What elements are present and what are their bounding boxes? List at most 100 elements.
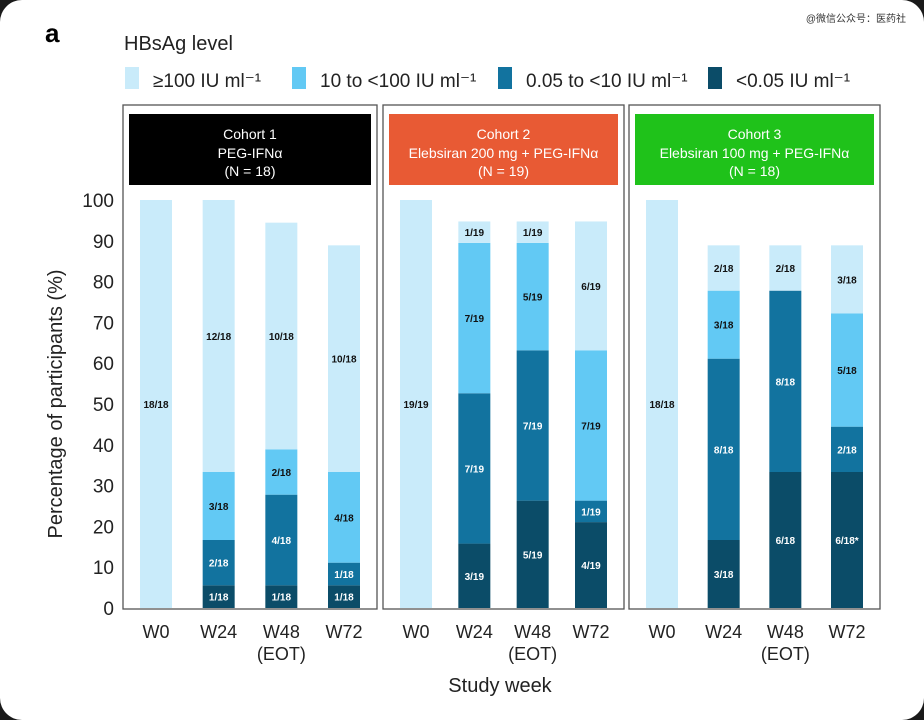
cohort-n: (N = 19): [478, 163, 529, 179]
bar-segment: [516, 500, 549, 608]
bar-segment: [328, 562, 360, 586]
bar-segment: [707, 245, 740, 291]
bar-segment: [707, 290, 740, 359]
bar-segment: [831, 245, 863, 314]
data-label: 2/18: [209, 559, 229, 570]
panel-letter: a: [45, 18, 60, 48]
cohort-n: (N = 18): [729, 163, 780, 179]
x-tick-label: W72: [828, 622, 865, 642]
bar-segment: [831, 472, 863, 608]
x-tick-label: W48: [514, 622, 551, 642]
y-tick-label: 40: [93, 436, 114, 457]
cohort-regimen: Elebsiran 200 mg + PEG-IFNα: [409, 145, 599, 161]
bar-segment: [202, 540, 235, 586]
bar-segment: [265, 494, 298, 586]
cohort-header: [129, 114, 371, 185]
data-label: 6/18*: [835, 536, 858, 547]
watermark: @微信公众号：医药社: [806, 12, 906, 25]
data-label: 18/18: [649, 400, 674, 411]
data-label: 10/18: [331, 355, 356, 366]
data-label: 10/18: [269, 332, 294, 343]
data-label: 4/18: [334, 513, 354, 524]
bar-segment: [516, 242, 549, 351]
cohort-panel-1: Cohort 1 PEG-IFNα (N = 18) 18/18 W0 1/18 2/18 3…: [122, 104, 378, 664]
bar-segment: [328, 585, 360, 608]
bar-segment: [458, 242, 491, 394]
data-label: 4/19: [581, 561, 601, 572]
data-label: 3/18: [209, 502, 229, 513]
cohort-panel-2: Cohort 2 Elebsiran 200 mg + PEG-IFNα (N = …: [382, 104, 625, 664]
data-label: 1/19: [465, 228, 485, 239]
bar-segment: [831, 313, 863, 427]
x-tick-label: W0: [403, 622, 430, 642]
bar-segment: [458, 393, 491, 544]
data-label: 6/19: [581, 282, 601, 293]
y-tick-label: 80: [93, 273, 114, 294]
legend-label: <0.05 IU ml⁻¹: [736, 71, 850, 92]
data-label: 1/18: [334, 570, 354, 581]
bar-segment: [458, 543, 491, 608]
cohort-panels: Cohort 1 PEG-IFNα (N = 18) 18/18 W0 1/18 2/18 3…: [122, 104, 881, 664]
y-tick-label: 20: [93, 517, 114, 538]
legend-label: ≥100 IU ml⁻¹: [153, 71, 261, 92]
data-label: 1/18: [334, 593, 354, 604]
bar-segment: [831, 426, 863, 472]
y-tick-label: 0: [103, 599, 114, 620]
cohort-regimen: PEG-IFNα: [218, 145, 283, 161]
cohort-title: Cohort 2: [477, 126, 531, 142]
bar-segment: [575, 500, 607, 523]
y-tick-label: 100: [82, 191, 114, 212]
bar-segment: [265, 449, 298, 495]
bar-segment: [575, 221, 607, 351]
data-label: 8/18: [714, 445, 734, 456]
data-label: 7/19: [465, 464, 485, 475]
bar-segment: [458, 221, 491, 243]
cohort-header: [389, 114, 618, 185]
y-tick-label: 50: [93, 395, 114, 416]
bar-segment: [400, 200, 432, 608]
data-label: 5/19: [523, 293, 543, 304]
bar-segment: [769, 245, 802, 291]
data-label: 1/18: [209, 593, 229, 604]
cohort-regimen: Elebsiran 100 mg + PEG-IFNα: [660, 145, 850, 161]
legend: ≥100 IU ml⁻¹ 10 to <100 IU ml⁻¹ 0.05 to <1…: [125, 67, 850, 92]
bar-segment: [328, 245, 360, 472]
y-tick-label: 30: [93, 477, 114, 498]
legend-swatch: [125, 67, 139, 89]
bar-segment: [202, 585, 235, 608]
data-label: 8/18: [776, 377, 796, 388]
x-tick-label: (EOT): [761, 644, 810, 664]
y-tick-label: 10: [93, 558, 114, 579]
y-tick-label: 70: [93, 313, 114, 334]
legend-label: 0.05 to <10 IU ml⁻¹: [526, 71, 688, 92]
bar-segment: [707, 358, 740, 540]
cohort-title: Cohort 1: [223, 126, 277, 142]
data-label: 7/19: [523, 421, 543, 432]
data-label: 1/19: [581, 507, 601, 518]
data-label: 6/18: [776, 536, 796, 547]
x-tick-label: W24: [705, 622, 742, 642]
bar-segment: [202, 472, 235, 540]
legend-swatch: [708, 67, 722, 89]
x-tick-label: W0: [649, 622, 676, 642]
x-tick-label: (EOT): [508, 644, 557, 664]
y-tick-label: 60: [93, 354, 114, 375]
bar-segment: [769, 290, 802, 472]
legend-title: HBsAg level: [124, 33, 233, 55]
data-label: 2/18: [837, 445, 857, 456]
legend-swatch: [292, 67, 306, 89]
data-label: 2/18: [272, 468, 292, 479]
data-label: 2/18: [714, 264, 734, 275]
x-tick-label: W72: [325, 622, 362, 642]
y-axis: 0 10 20 30 40 50 60 70 80 90 100: [82, 191, 114, 620]
legend-label: 10 to <100 IU ml⁻¹: [320, 71, 476, 92]
panel-frame: [382, 104, 625, 610]
bar-segment: [265, 585, 298, 608]
panel-frame: [122, 104, 378, 610]
data-label: 3/18: [714, 570, 734, 581]
data-label: 5/19: [523, 550, 543, 561]
cohort-panel-3: Cohort 3 Elebsiran 100 mg + PEG-IFNα (N = …: [628, 104, 881, 664]
x-tick-label: W24: [200, 622, 237, 642]
bar-segment: [575, 522, 607, 608]
